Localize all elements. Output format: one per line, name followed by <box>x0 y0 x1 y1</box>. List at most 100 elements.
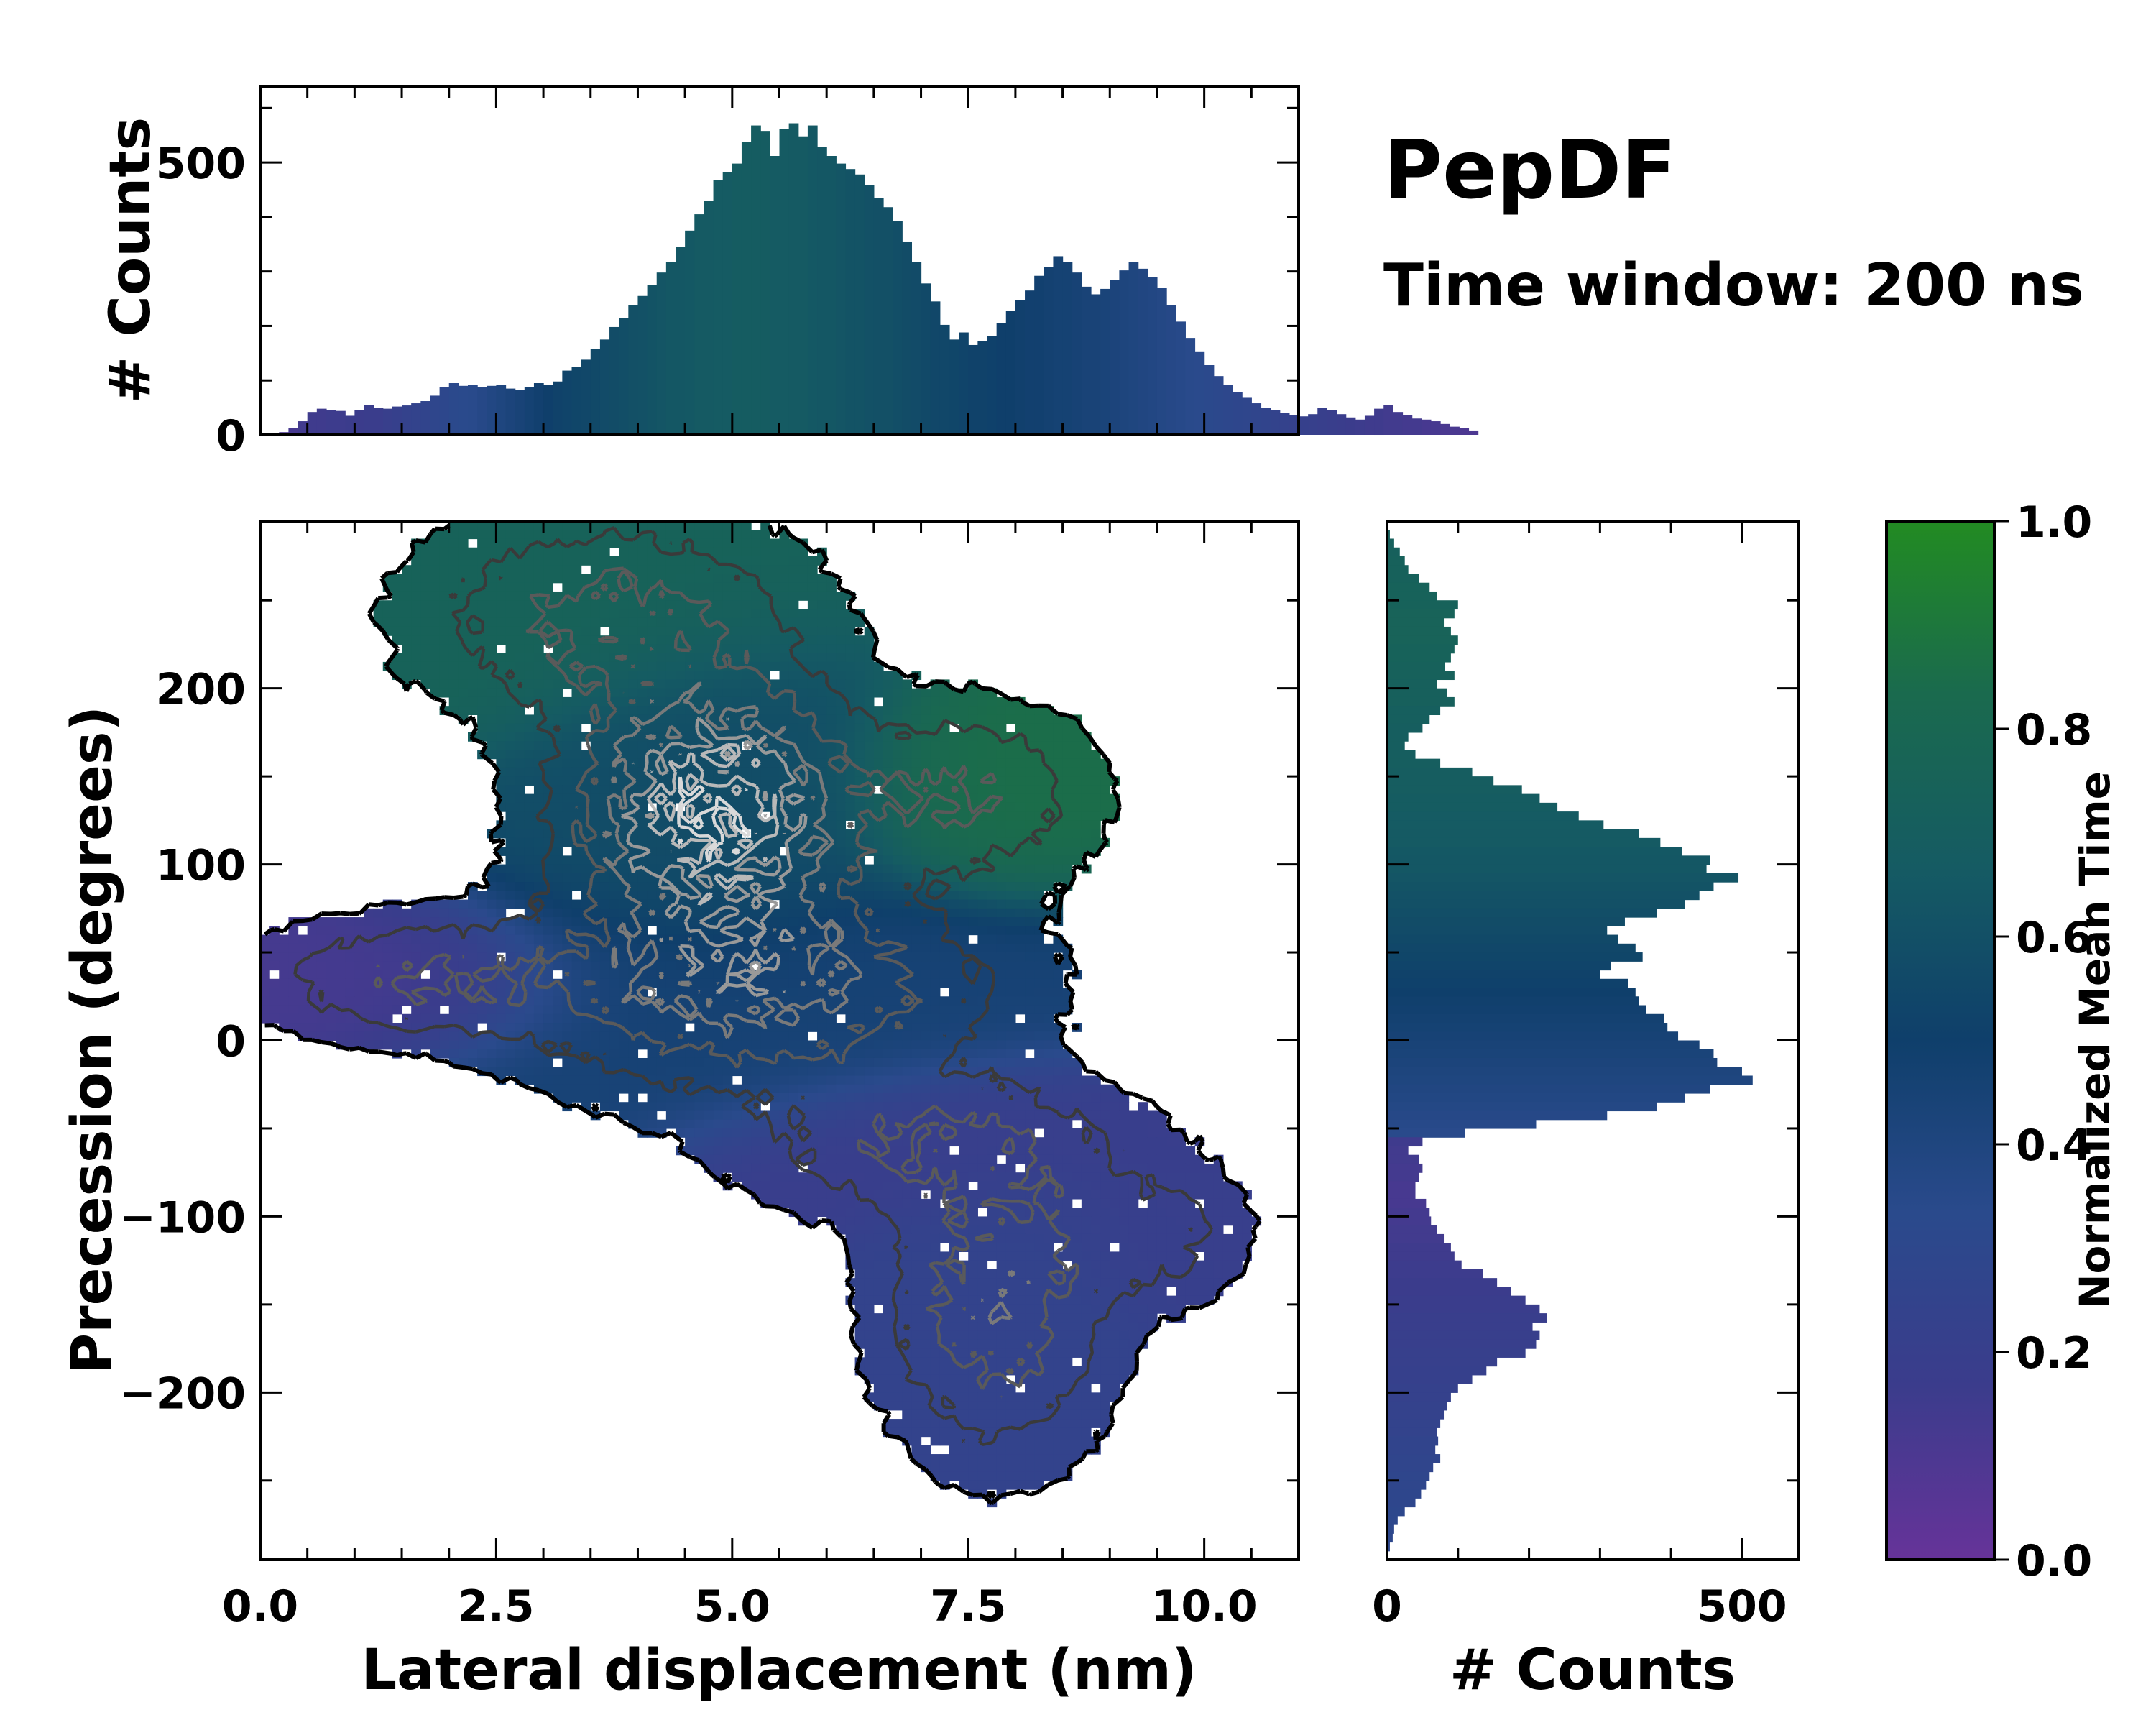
top-histogram-bar <box>1459 428 1470 435</box>
heatmap-cell <box>543 926 553 936</box>
heatmap-cell <box>921 1137 931 1147</box>
top-histogram-bars <box>279 123 1479 436</box>
heatmap-cell <box>533 732 544 742</box>
heatmap-cell <box>1053 1172 1064 1182</box>
heatmap-cell <box>996 1023 1007 1032</box>
heatmap-cell <box>713 1110 724 1121</box>
heatmap-cell <box>930 1005 941 1015</box>
heatmap-cell <box>760 547 770 557</box>
heatmap-cell <box>553 644 563 654</box>
heatmap-cell <box>873 996 884 1006</box>
heatmap-cell <box>845 644 856 654</box>
heatmap-cell <box>599 644 610 654</box>
heatmap-cell <box>637 917 648 926</box>
heatmap-cell <box>911 696 922 707</box>
heatmap-cell <box>836 591 847 601</box>
heatmap-cell <box>836 1031 847 1041</box>
top-histogram-bar <box>619 318 629 435</box>
heatmap-cell <box>1185 1181 1196 1191</box>
heatmap-cell <box>854 671 865 681</box>
heatmap-cell <box>1072 1190 1082 1200</box>
heatmap-cell <box>1053 1057 1064 1067</box>
heatmap-cell <box>807 635 818 645</box>
heatmap-cell <box>656 837 667 847</box>
heatmap-cell <box>996 1128 1007 1138</box>
heatmap-cell <box>826 644 837 654</box>
heatmap-cell <box>336 926 346 936</box>
heatmap-cell <box>543 970 553 980</box>
heatmap-cell <box>448 908 459 918</box>
heatmap-cell <box>760 617 770 627</box>
heatmap-cell <box>845 1137 856 1147</box>
heatmap-cell <box>1034 978 1044 988</box>
heatmap-cell <box>788 671 799 681</box>
heatmap-cell <box>987 1005 998 1015</box>
top-histogram-bar <box>288 428 299 435</box>
heatmap-cell <box>930 1198 941 1208</box>
heatmap-cell <box>779 952 790 962</box>
heatmap-cell <box>788 547 799 557</box>
heatmap-cell <box>619 609 629 619</box>
heatmap-cell <box>665 943 676 953</box>
heatmap-cell <box>609 609 619 619</box>
heatmap-cell <box>553 961 563 971</box>
top-histogram-bar <box>1119 270 1130 435</box>
heatmap-cell <box>968 829 978 839</box>
heatmap-cell <box>553 926 563 936</box>
heatmap-cell <box>411 626 421 636</box>
heatmap-cell <box>826 1190 837 1200</box>
heatmap-cell <box>524 926 535 936</box>
heatmap-cell <box>779 1146 790 1156</box>
heatmap-cell <box>968 908 978 918</box>
heatmap-cell <box>770 556 780 566</box>
heatmap-cell <box>553 767 563 777</box>
heatmap-cell <box>533 644 544 654</box>
heatmap-cell <box>1156 1146 1167 1156</box>
heatmap-cell <box>722 1005 733 1015</box>
heatmap-cell <box>845 988 856 997</box>
heatmap-cell <box>1062 1128 1073 1138</box>
heatmap-cell <box>817 1084 827 1094</box>
heatmap-cell <box>845 661 856 671</box>
heatmap-cell <box>930 988 941 997</box>
heatmap-cell <box>533 837 544 847</box>
heatmap-cell <box>656 1013 667 1024</box>
top-histogram-bar <box>685 230 695 435</box>
heatmap-cell <box>788 926 799 936</box>
heatmap-cell <box>628 609 639 619</box>
heatmap-cell <box>676 1049 686 1059</box>
heatmap-cell <box>770 1146 780 1156</box>
heatmap-cell <box>599 609 610 619</box>
heatmap-cell <box>1053 732 1064 742</box>
heatmap-cell <box>864 679 875 689</box>
heatmap-cell <box>959 837 969 847</box>
top-histogram-bar <box>826 156 837 435</box>
heatmap-cell <box>543 1067 553 1077</box>
heatmap-cell <box>430 609 441 619</box>
heatmap-cell <box>326 996 336 1006</box>
heatmap-cell <box>1005 750 1016 760</box>
heatmap-cell <box>543 934 553 944</box>
heatmap-cell <box>307 934 318 944</box>
heatmap-cell <box>930 1190 941 1200</box>
heatmap-cell <box>893 758 903 768</box>
heatmap-cell <box>930 688 941 698</box>
heatmap-cell <box>562 582 573 592</box>
heatmap-cell <box>656 1102 667 1112</box>
heatmap-cell <box>1034 1057 1044 1067</box>
heatmap-cell <box>496 661 507 671</box>
heatmap-cell <box>704 952 714 962</box>
heatmap-cell <box>741 688 752 698</box>
heatmap-cell <box>864 671 875 681</box>
heatmap-cell <box>902 741 913 750</box>
heatmap-cell <box>430 653 441 663</box>
heatmap-cell <box>402 582 412 592</box>
heatmap-cell <box>515 591 525 601</box>
heatmap-cell <box>590 908 601 918</box>
heatmap-cell <box>609 617 619 627</box>
heatmap-cell <box>524 565 535 575</box>
heatmap-cell <box>505 785 516 795</box>
heatmap-cell <box>873 891 884 901</box>
heatmap-cell <box>599 556 610 566</box>
heatmap-cell <box>741 926 752 936</box>
